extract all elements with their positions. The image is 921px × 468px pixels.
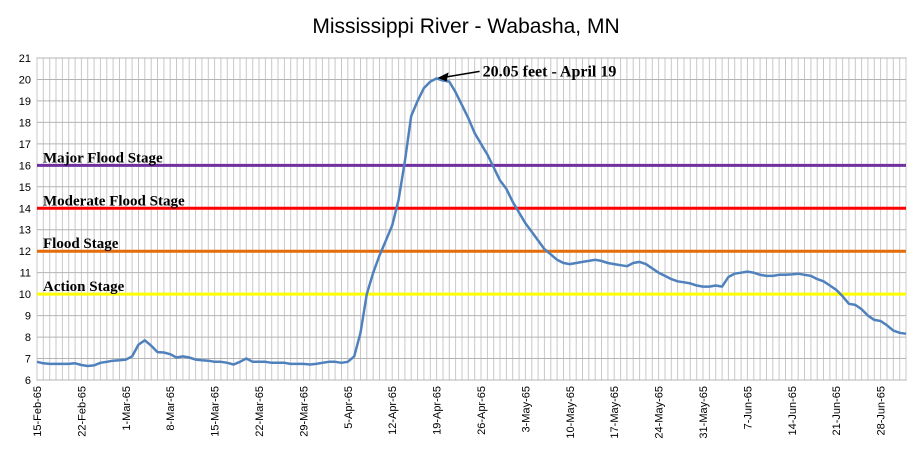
x-tick-label: 7-Jun-65 [742, 386, 754, 429]
y-tick-label: 16 [19, 160, 31, 172]
reference-line-label: Action Stage [43, 279, 125, 295]
y-tick-label: 19 [19, 96, 31, 108]
y-tick-label: 15 [19, 182, 31, 194]
x-tick-label: 22-Mar-65 [254, 386, 266, 437]
annotation-arrow-line [446, 70, 480, 78]
y-tick-label: 6 [25, 375, 31, 387]
annotation-label: 20.05 feet - April 19 [483, 63, 617, 80]
y-tick-label: 8 [25, 332, 31, 344]
x-tick-label: 12-Apr-65 [387, 386, 399, 435]
x-tick-label: 29-Mar-65 [298, 386, 310, 437]
x-tick-label: 3-May-65 [520, 386, 532, 432]
annotation-arrow-head [437, 72, 449, 82]
x-tick-label: 15-Feb-65 [32, 386, 44, 437]
series-line [36, 77, 907, 368]
y-tick-label: 12 [19, 246, 31, 258]
x-tick-label: 14-Jun-65 [787, 386, 799, 436]
x-tick-label: 8-Mar-65 [165, 386, 177, 431]
y-tick-label: 9 [25, 311, 31, 323]
y-tick-label: 14 [19, 203, 31, 215]
x-tick-label: 22-Feb-65 [76, 386, 88, 437]
y-tick-label: 11 [20, 268, 31, 280]
x-tick-label: 21-Jun-65 [831, 386, 843, 436]
x-tick-label: 19-Apr-65 [432, 386, 444, 435]
y-tick-label: 10 [19, 289, 31, 301]
x-tick-label: 31-May-65 [698, 386, 710, 439]
x-tick-label: 28-Jun-65 [876, 386, 888, 436]
reference-line-label: Major Flood Stage [43, 150, 163, 166]
x-tick-label: 5-Apr-65 [343, 386, 355, 429]
chart-title: Mississippi River - Wabasha, MN [312, 15, 619, 38]
plot-area [36, 57, 907, 381]
y-tick-label: 7 [25, 354, 31, 366]
y-tick-label: 21 [19, 53, 31, 65]
y-tick-label: 17 [19, 139, 31, 151]
x-tick-label: 26-Apr-65 [476, 386, 488, 435]
y-tick-label: 18 [19, 117, 31, 129]
reference-line-label: Flood Stage [43, 236, 119, 252]
x-tick-label: 1-Mar-65 [121, 386, 133, 431]
x-tick-label: 17-May-65 [609, 386, 621, 439]
x-tick-label: 10-May-65 [565, 386, 577, 439]
x-tick-label: 24-May-65 [654, 386, 666, 439]
y-tick-label: 20 [19, 74, 31, 86]
reference-line-label: Moderate Flood Stage [43, 193, 185, 209]
y-tick-label: 13 [19, 225, 31, 237]
x-tick-label: 15-Mar-65 [210, 386, 222, 437]
